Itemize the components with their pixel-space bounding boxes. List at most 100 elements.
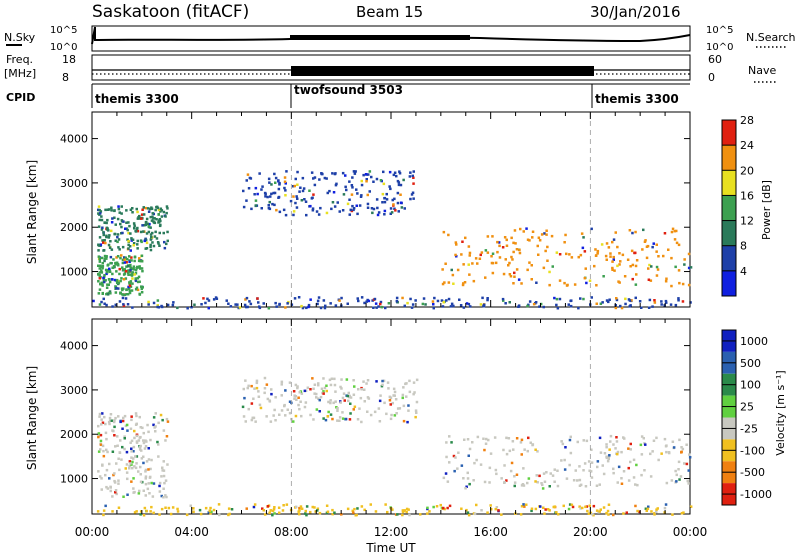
velocity-pixel-1-166 (412, 381, 416, 384)
power-pixel-4-90 (319, 306, 323, 310)
power-pixel-2-134 (334, 183, 338, 187)
power-pixel-2-5 (338, 210, 341, 213)
power-pixel-4-39 (648, 298, 652, 302)
power-pixel-0-195 (149, 248, 153, 252)
velocity-pixel-2-136 (572, 479, 576, 482)
power-pixel-2-156 (300, 199, 304, 202)
velocity-pixel-2-171 (623, 437, 626, 440)
nsky-tick-bottom: 10^0 (50, 42, 77, 53)
velocity-pixel-1-63 (257, 390, 260, 393)
velocity-pixel-1-171 (360, 388, 363, 391)
power-pixel-1-89 (103, 259, 106, 263)
velocity-pixel-2-6 (609, 434, 613, 438)
velocity-pixel-0-121 (138, 489, 141, 493)
power-pixel-0-138 (153, 235, 157, 238)
velocity-pixel-2-59 (605, 443, 608, 446)
velocity-pixel-3-20 (281, 509, 285, 512)
power-pixel-4-116 (677, 297, 680, 300)
velocity-pixel-3-71 (428, 510, 431, 513)
power-pixel-4-81 (387, 302, 391, 305)
velocity-pixel-2-156 (511, 440, 515, 443)
velocity-pixel-0-189 (156, 440, 159, 444)
velocity-pixel-3-135 (294, 505, 298, 509)
power-pixel-0-186 (117, 246, 120, 249)
velocity-pixel-3-173 (539, 505, 542, 508)
power-pixel-4-191 (256, 297, 259, 300)
power-pixel-1-115 (128, 260, 131, 263)
velocity-pixel-3-140 (261, 507, 264, 510)
power-pixel-1-219 (104, 268, 108, 272)
velocity-pixel-0-76 (119, 420, 122, 424)
velocity-pixel-0-125 (118, 468, 121, 472)
power-pixel-0-121 (130, 239, 133, 242)
power-pixel-2-130 (356, 212, 359, 216)
velocity-pixel-2-66 (475, 458, 478, 462)
power-pixel-0-125 (164, 215, 167, 218)
power-pixel-2-102 (318, 178, 321, 181)
velocity-pixel-0-49 (165, 417, 169, 421)
velocity-pixel-0-101 (109, 413, 113, 416)
velocity-pixel-2-50 (688, 453, 691, 456)
power-pixel-0-47 (126, 238, 129, 241)
power-pixel-3-106 (687, 266, 691, 270)
velocity-pixel-2-187 (462, 477, 465, 480)
power-pixel-0-154 (135, 207, 138, 211)
velocity-pixel-0-15 (99, 439, 103, 443)
power-pixel-3-80 (480, 251, 484, 254)
power-pixel-0-219 (122, 220, 125, 223)
power-pixel-0-133 (100, 215, 103, 218)
velocity-pixel-2-82 (617, 465, 621, 469)
power-pixel-3-102 (518, 251, 522, 255)
power-pixel-3-208 (514, 242, 517, 245)
velocity-pixel-1-40 (353, 385, 356, 388)
power-pixel-3-173 (490, 261, 494, 265)
velocity-pixel-0-67 (135, 441, 139, 444)
velocity-pixel-1-148 (293, 394, 296, 397)
power-pixel-2-40 (351, 186, 354, 189)
power-pixel-4-141 (373, 297, 377, 301)
power-pixel-0-31 (159, 210, 162, 213)
power-pixel-0-44 (106, 218, 109, 222)
power-pixel-2-37 (312, 177, 315, 180)
velocity-pixel-1-105 (340, 378, 343, 381)
power-pixel-3-201 (540, 233, 544, 236)
power-pixel-4-35 (156, 304, 159, 307)
velocity-pixel-0-139 (121, 427, 124, 430)
velocity-pixel-1-35 (292, 390, 296, 393)
velocity-pixel-2-178 (612, 467, 615, 471)
power-pixel-4-214 (334, 304, 338, 307)
power-pixel-0-13 (147, 210, 151, 213)
power-pixel-2-56 (295, 206, 299, 209)
power-pixel-0-79 (151, 215, 154, 218)
power-pixel-2-208 (370, 207, 374, 210)
velocity-pixel-3-136 (149, 510, 152, 513)
power-pixel-1-170 (133, 273, 136, 276)
velocity-pixel-1-23 (259, 406, 263, 410)
velocity-pixel-2-213 (588, 469, 591, 472)
power-pixel-2-166 (260, 207, 263, 210)
power-pixel-3-182 (596, 249, 600, 253)
power-pixel-0-150 (129, 232, 132, 235)
power-pixel-3-168 (463, 281, 467, 284)
power-pixel-0-200 (97, 244, 101, 247)
power-pixel-3-167 (442, 230, 446, 234)
power-pixel-2-14 (268, 200, 271, 204)
velocity-pixel-0-57 (132, 445, 136, 449)
power-pixel-0-179 (136, 229, 140, 233)
power-colorbar-swatch-4 (722, 170, 736, 196)
velocity-pixel-0-111 (162, 469, 166, 472)
velocity-pixel-0-126 (161, 418, 164, 422)
power-pixel-3-49 (455, 255, 458, 258)
velocity-pixel-0-117 (137, 470, 140, 473)
velocity-pixel-3-97 (548, 509, 551, 512)
freq-label: Freq. (6, 53, 33, 66)
velocity-pixel-3-183 (271, 509, 275, 513)
velocity-pixel-1-107 (347, 399, 350, 403)
velocity-pixel-2-85 (642, 437, 645, 440)
velocity-pixel-1-155 (269, 420, 273, 423)
power-pixel-2-162 (354, 170, 357, 173)
power-pixel-3-127 (518, 248, 521, 252)
power-pixel-3-27 (648, 263, 651, 267)
power-pixel-2-41 (302, 187, 306, 190)
velocity-pixel-1-60 (311, 377, 314, 380)
